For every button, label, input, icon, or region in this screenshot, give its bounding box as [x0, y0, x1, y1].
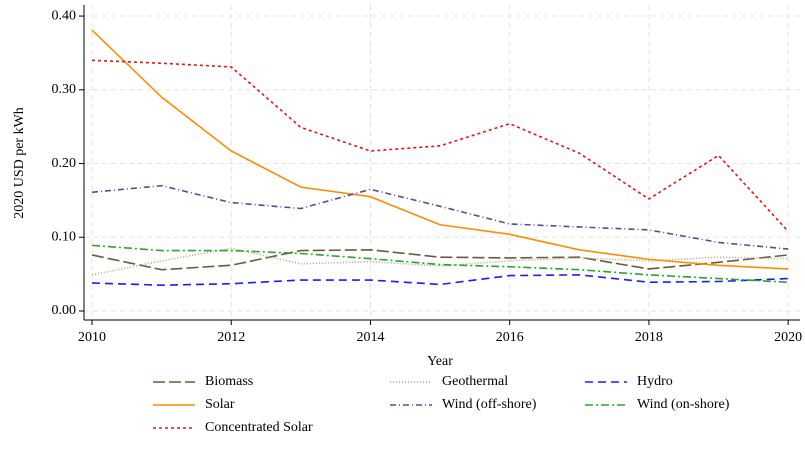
legend-label: Concentrated Solar [205, 420, 313, 435]
x-tick-label: 2012 [217, 330, 245, 345]
x-tick-label: 2016 [496, 330, 524, 345]
y-tick-label: 0.20 [52, 156, 77, 171]
series-line [91, 59, 789, 232]
legend-label: Wind (on-shore) [637, 397, 730, 412]
series-line [91, 29, 789, 270]
x-axis-label: Year [427, 354, 453, 369]
legend-label: Biomass [205, 374, 253, 389]
series-line [91, 244, 789, 284]
x-tick-label: 2020 [774, 330, 802, 345]
legend-label: Solar [205, 397, 235, 412]
series-line [91, 249, 789, 271]
legend-label: Geothermal [442, 374, 508, 389]
x-tick-label: 2010 [78, 330, 106, 345]
y-tick-label: 0.10 [52, 229, 77, 244]
x-tick-label: 2014 [356, 330, 384, 345]
y-axis-label: 2020 USD per kWh [12, 107, 27, 219]
legend-label: Wind (off-shore) [442, 397, 537, 412]
y-tick-label: 0.00 [52, 303, 77, 318]
y-tick-label: 0.40 [52, 8, 77, 23]
series-line [91, 184, 789, 250]
x-tick-label: 2018 [635, 330, 663, 345]
y-tick-label: 0.30 [52, 82, 77, 97]
legend-label: Hydro [637, 374, 673, 389]
